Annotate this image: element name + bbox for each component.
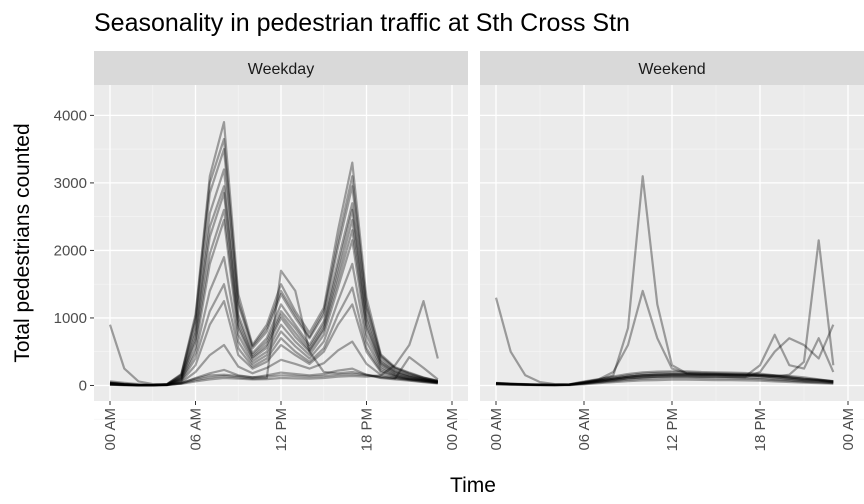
- strip-weekend: [480, 51, 864, 85]
- panel-weekend: Weekend 00 AM 06 AM 12 PM 18 PM 00 AM: [480, 51, 864, 451]
- series-lines-weekday: [108, 120, 439, 387]
- y-axis: 0 1000 2000 3000 4000: [54, 107, 94, 394]
- series-lines-weekend: [494, 175, 835, 387]
- gridlines-weekend: [480, 85, 864, 420]
- x-tick-label: 00 AM: [488, 408, 505, 451]
- series-line: [495, 239, 835, 386]
- series-line: [495, 175, 834, 386]
- series-line: [108, 324, 439, 386]
- y-tick-label: 4000: [54, 107, 87, 124]
- series-line: [109, 300, 438, 387]
- series-line: [109, 137, 439, 387]
- series-line: [109, 185, 438, 387]
- series-line: [109, 367, 438, 387]
- series-line: [109, 120, 439, 387]
- x-tick-label: 06 AM: [576, 408, 593, 451]
- series-line: [109, 256, 438, 387]
- x-tick-label: 18 PM: [752, 408, 769, 451]
- panel-weekday: Weekday 00 AM 06 AM 12 PM 18 PM 00 AM: [94, 51, 468, 451]
- series-line: [495, 333, 835, 387]
- series-line: [109, 191, 438, 387]
- strip-weekday: [94, 51, 468, 85]
- x-tick-label: 12 PM: [273, 408, 290, 451]
- strip-label-weekend: Weekend: [638, 61, 705, 78]
- x-axis-weekday: 00 AM 06 AM 12 PM 18 PM 00 AM: [102, 401, 461, 451]
- series-line: [109, 300, 439, 386]
- x-axis-title: Time: [450, 474, 496, 497]
- x-tick-label: 00 AM: [840, 408, 857, 451]
- x-axis-weekend: 00 AM 06 AM 12 PM 18 PM 00 AM: [488, 401, 857, 451]
- x-tick-label: 00 AM: [444, 408, 461, 451]
- series-line: [109, 218, 438, 387]
- y-axis-title: Total pedestrians counted: [11, 123, 34, 362]
- series-line: [495, 373, 834, 386]
- y-tick-label: 0: [79, 377, 87, 394]
- series-line: [494, 297, 834, 386]
- strip-label-weekday: Weekday: [248, 61, 314, 78]
- series-line: [495, 378, 834, 387]
- y-tick-label: 3000: [54, 175, 87, 192]
- x-tick-label: 12 PM: [664, 408, 681, 451]
- series-line: [109, 168, 439, 387]
- series-line: [109, 148, 439, 387]
- series-line: [109, 283, 438, 387]
- gridlines-weekday: [94, 85, 468, 420]
- series-line: [109, 340, 438, 387]
- series-line: [495, 370, 834, 386]
- series-line: [495, 371, 834, 386]
- series-line: [495, 375, 834, 387]
- chart-title: Seasonality in pedestrian traffic at Sth…: [94, 9, 630, 37]
- y-tick-label: 1000: [54, 310, 87, 327]
- series-line: [109, 208, 438, 387]
- y-tick-label: 2000: [54, 242, 87, 259]
- series-line: [495, 376, 834, 387]
- x-tick-label: 18 PM: [359, 408, 376, 451]
- x-tick-label: 06 AM: [188, 408, 205, 451]
- series-line: [495, 324, 835, 387]
- series-line: [109, 269, 438, 386]
- series-line: [495, 289, 834, 386]
- x-tick-label: 00 AM: [102, 408, 119, 451]
